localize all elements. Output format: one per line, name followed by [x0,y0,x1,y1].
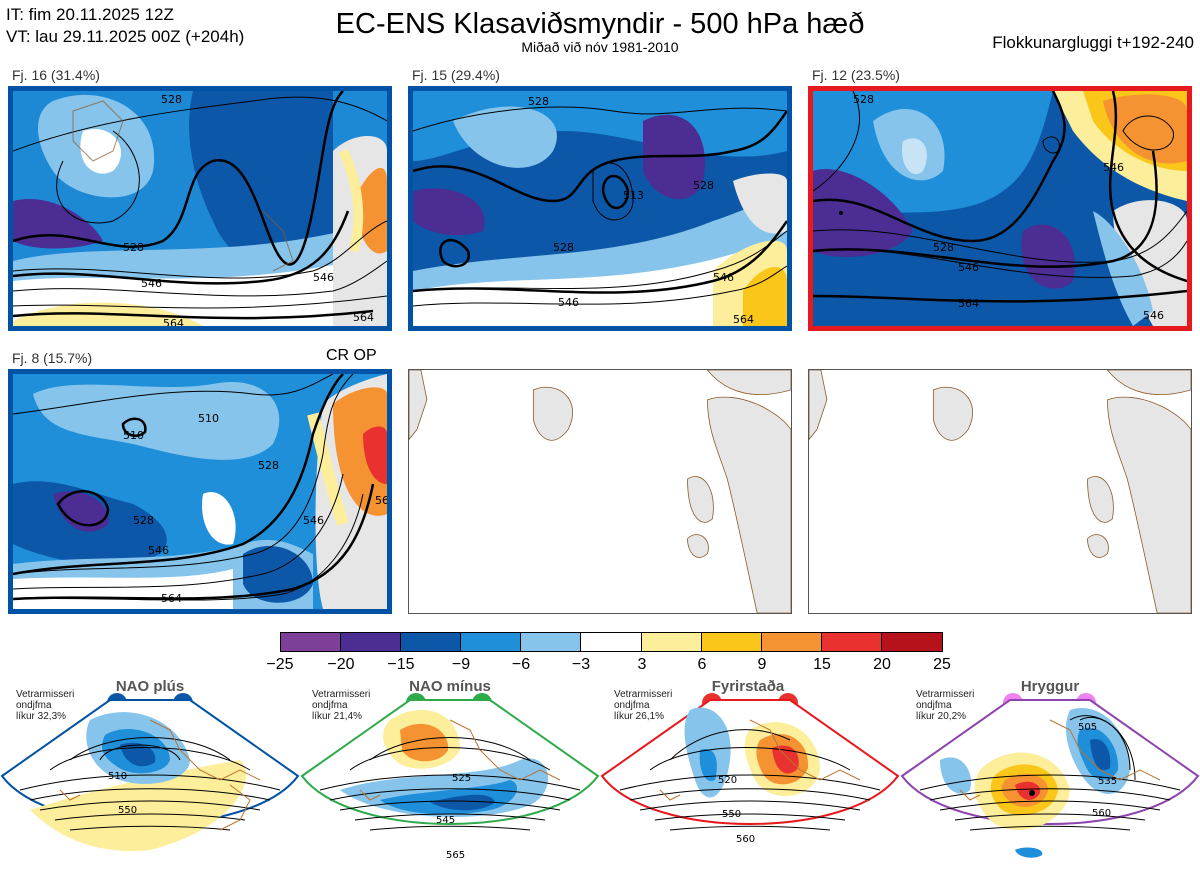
contour-label: 528 [133,514,154,527]
cluster-3-label: Fj. 12 (23.5%) [812,67,900,83]
regime-3-info: Vetrarmisseri ondjfma líkur 26,1% [614,689,673,722]
init-time: IT: fim 20.11.2025 12Z [6,5,174,24]
regime-contour-label: 560 [1092,808,1111,819]
contour-label: 546 [1103,161,1124,174]
colorbar-swatch [822,632,882,652]
contour-label: 528 [258,459,279,472]
cluster-map-1[interactable]: 528 528 546 546 564 564 [8,86,392,331]
regime-2-map: 525 545 565 [300,699,600,861]
contour-label: 564 [353,311,374,324]
cluster-map-4[interactable]: 510 510 528 528 546 546 564 564 [8,369,392,614]
regime-contour-label: 550 [722,809,741,820]
colorbar-label: −25 [266,656,294,673]
colorbar-label: 20 [873,656,891,673]
colorbar-label: −6 [511,656,531,673]
colorbar-label: 15 [813,656,831,673]
colorbar-label: −3 [571,656,591,673]
regime-contour-label: 535 [1098,776,1117,787]
cluster-map-4-plot: 510 510 528 528 546 546 564 564 [13,374,387,609]
contour-label: 546 [303,514,324,527]
colorbar-swatch [461,632,521,652]
contour-label: 513 [623,189,644,202]
regime-contour-label: 520 [718,775,737,786]
regime-1-title: NAO plús [115,678,185,695]
cluster-map-1-plot: 528 528 546 546 564 564 [13,91,387,326]
colorbar-label: 6 [697,656,707,673]
cluster-map-2-plot: 528 528 513 528 546 546 564 [413,91,787,326]
cluster-map-3[interactable]: 528 528 546 546 564 546 [808,86,1192,331]
regime-contour-label: 510 [108,771,127,782]
cluster-window: Flokkunargluggi t+192-240 [992,33,1194,52]
contour-label: 564 [375,494,387,507]
colorbar-swatch [642,632,702,652]
regime-contour-label: 545 [436,815,455,826]
regime-3-map: 520 550 560 [600,699,900,845]
cluster-1-label: Fj. 16 (31.4%) [12,67,100,83]
empty-map-2 [808,369,1192,614]
colorbar-label: 3 [637,656,647,673]
cluster-4-label: Fj. 8 (15.7%) [12,350,93,366]
colorbar-label: 25 [933,656,951,673]
regime-4-title: Hryggur [1020,678,1080,695]
colorbar-swatch [341,632,401,652]
colorbar-swatch [401,632,461,652]
contour-label: 528 [693,179,714,192]
regime-contour-label: 565 [446,850,465,861]
contour-label: 564 [161,592,182,605]
contour-label: 528 [161,93,182,106]
contour-label: 528 [528,95,549,108]
regime-4-map: 505 535 560 [900,699,1200,858]
regime-2-title: NAO mínus [409,678,491,695]
contour-label: 510 [198,412,219,425]
regime-contour-label: 525 [452,773,471,784]
valid-time: VT: lau 29.11.2025 00Z (+204h) [6,27,245,46]
regime-4-info: Vetrarmisseri ondjfma líkur 20,2% [916,689,975,722]
contour-label: 546 [958,261,979,274]
colorbar-swatch [702,632,762,652]
colorbar-label: −9 [451,656,471,673]
regime-contour-label: 560 [736,834,755,845]
regime-1-info: Vetrarmisseri ondjfma líkur 32,3% [16,689,75,722]
contour-label: 528 [553,241,574,254]
cluster-2-label: Fj. 15 (29.4%) [412,67,500,83]
cluster-map-2[interactable]: 528 528 513 528 546 546 564 [408,86,792,331]
contour-label: 546 [141,277,162,290]
regime-1-map: 510 550 [0,699,300,851]
contour-label: 564 [163,317,184,326]
contour-label: 546 [713,271,734,284]
contour-label: 546 [558,296,579,309]
cluster-map-3-plot: 528 528 546 546 564 546 [813,91,1187,326]
contour-label: 564 [733,313,754,326]
colorbar-swatch [762,632,822,652]
cluster-4-members: CR OP [326,347,377,364]
colorbar-label: −20 [327,656,355,673]
colorbar-swatch [581,632,642,652]
colorbar-label: 9 [757,656,767,673]
colorbar-swatch [521,632,581,652]
page-subtitle: Miðað við nóv 1981-2010 [521,39,679,55]
contour-label: 528 [123,241,144,254]
contour-label: 546 [1143,309,1164,322]
empty-map-1-plot [409,370,791,613]
colorbar-label: −15 [387,656,415,673]
regime-2-info: Vetrarmisseri ondjfma líkur 21,4% [312,689,371,722]
contour-label: 564 [958,297,979,310]
regime-contour-label: 550 [118,805,137,816]
contour-label: 510 [123,429,144,442]
regime-contour-label: 505 [1078,722,1097,733]
contour-label: 546 [313,271,334,284]
empty-map-2-plot [809,370,1191,613]
header-times: IT: fim 20.11.2025 12Z VT: lau 29.11.202… [6,4,244,48]
colorbar-swatch [280,632,341,652]
empty-map-1 [408,369,792,614]
colorbar-swatch [882,632,943,652]
contour-label: 546 [148,544,169,557]
contour-label: 528 [853,93,874,106]
regime-3-title: Fyrirstaða [711,678,785,695]
contour-label: 528 [933,241,954,254]
page-title: EC-ENS Klasaviðsmyndir - 500 hPa hæð [335,8,865,40]
